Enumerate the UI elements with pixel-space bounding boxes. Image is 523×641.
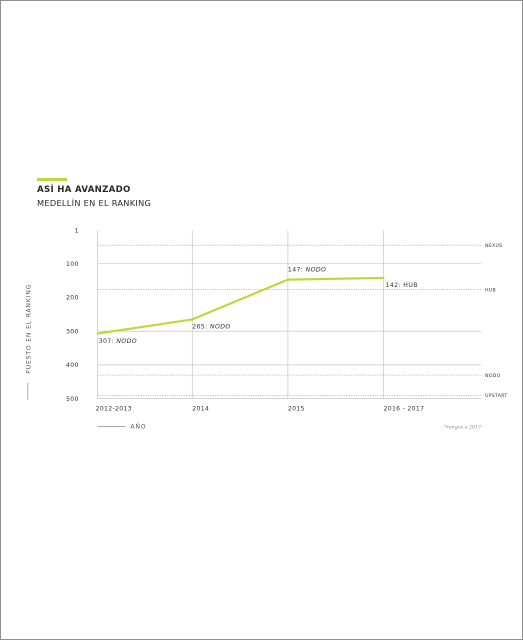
band-label-upstart: UPSTART — [485, 393, 507, 399]
y-tick-label: 1 — [74, 228, 78, 235]
y-tick-label: 500 — [66, 396, 79, 403]
band-label-nexus: NEXUS — [485, 243, 502, 249]
point-label-value: 142: — [386, 282, 404, 289]
point-label: 142: HUB — [386, 282, 418, 289]
point-label-tier: NODO — [116, 338, 137, 345]
point-label-tier: NODO — [306, 267, 327, 274]
point-label: 147: NODO — [288, 267, 326, 274]
point-label-tier: NODO — [210, 323, 231, 330]
point-label-value: 265: — [192, 323, 210, 330]
point-label-tier: HUB — [403, 282, 418, 289]
x-tick-label: 2014 — [192, 406, 209, 413]
point-label: 265: NODO — [192, 323, 230, 330]
y-tick-label: 100 — [66, 261, 79, 268]
band-label-nodo: NODO — [485, 373, 500, 379]
grid-layer — [98, 230, 482, 398]
y-tick-label: 200 — [66, 295, 79, 302]
x-tick-label: 2012-2013 — [96, 406, 132, 413]
x-axis-title: AÑO — [131, 424, 147, 431]
y-tick-label: 400 — [66, 362, 79, 369]
point-label-value: 147: — [288, 267, 306, 274]
series-layer — [98, 278, 384, 334]
point-label: 307: NODO — [99, 338, 137, 345]
x-tick-label: 2016 - 2017 — [384, 406, 425, 413]
point-label-value: 307: — [99, 338, 117, 345]
band-label-hub: HUB — [485, 287, 496, 293]
y-tick-labels: 1 100 200 300 400 500 — [66, 228, 79, 403]
x-tick-labels: 2012-2013 2014 2015 2016 - 2017 — [96, 406, 425, 413]
y-tick-label: 300 — [66, 328, 79, 335]
series-line — [98, 278, 384, 334]
y-axis-title: PUESTO EN EL RANKING — [25, 284, 32, 374]
footnote: *rangos a 2017 — [444, 425, 482, 431]
x-tick-label: 2015 — [288, 406, 305, 413]
